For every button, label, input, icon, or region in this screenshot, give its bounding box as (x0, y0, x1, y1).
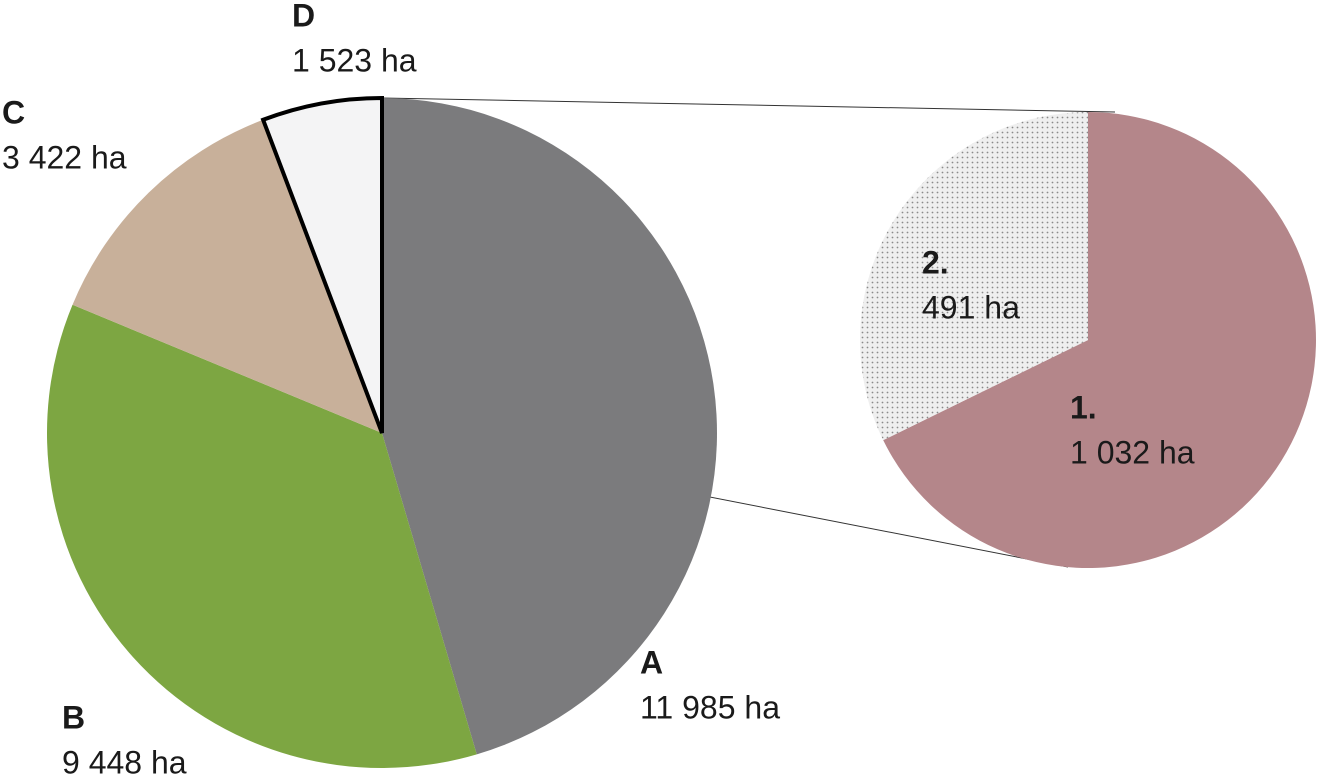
value-label: 491 ha (922, 289, 1020, 325)
pie-slice (46, 304, 477, 768)
value-label: 9 448 ha (62, 744, 187, 779)
slice-label: B (62, 699, 85, 735)
pie-slice (72, 119, 382, 433)
connector-line (381, 97, 1116, 113)
slice-label: D (292, 0, 315, 33)
slice-label: C (2, 94, 25, 130)
slice-label: 2. (922, 244, 949, 280)
slice-label: A (640, 644, 663, 680)
value-label: 11 985 ha (640, 689, 780, 725)
pie-slice (883, 112, 1316, 569)
slice-label: 1. (1070, 389, 1097, 425)
pie-slice (859, 112, 1088, 441)
pie-slice (260, 95, 384, 434)
pie-slice (382, 98, 717, 755)
value-label: 1 523 ha (292, 42, 417, 78)
value-label: 3 422 ha (2, 139, 127, 175)
value-label: 1 032 ha (1070, 434, 1195, 470)
